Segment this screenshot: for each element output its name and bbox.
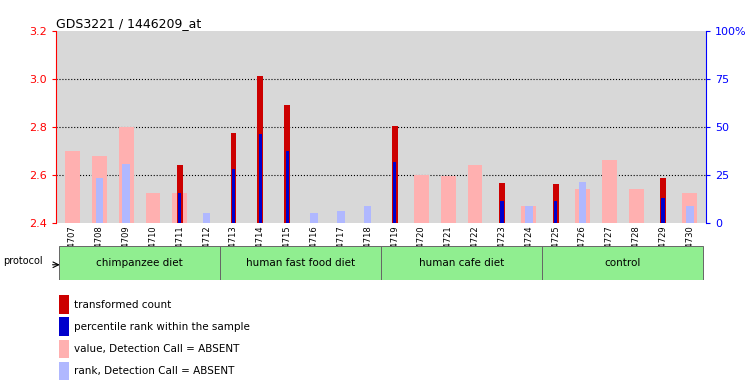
Bar (683, 193, 697, 223)
Bar (414, 175, 429, 223)
Bar (521, 206, 536, 223)
Bar (146, 193, 161, 223)
Bar (468, 165, 482, 223)
Bar (258, 76, 264, 223)
Bar (59, 295, 68, 314)
Bar (575, 189, 590, 223)
Bar (231, 133, 237, 223)
Bar (59, 318, 68, 336)
Bar (285, 151, 289, 223)
Bar (686, 206, 694, 223)
Bar (629, 189, 644, 223)
Bar (525, 206, 532, 223)
Bar (176, 165, 182, 223)
Text: transformed count: transformed count (74, 300, 171, 310)
Bar (173, 193, 187, 223)
Bar (499, 183, 505, 223)
Bar (337, 211, 345, 223)
Bar (391, 126, 397, 223)
Bar (393, 162, 397, 223)
Text: control: control (605, 258, 641, 268)
Bar (542, 247, 703, 280)
Bar (122, 164, 130, 223)
Bar (662, 197, 665, 223)
Bar (178, 193, 182, 223)
Bar (660, 178, 666, 223)
Text: value, Detection Call = ABSENT: value, Detection Call = ABSENT (74, 344, 240, 354)
Text: chimpanzee diet: chimpanzee diet (96, 258, 183, 268)
Bar (92, 156, 107, 223)
Bar (500, 201, 503, 223)
Text: rank, Detection Call = ABSENT: rank, Detection Call = ABSENT (74, 366, 234, 376)
Bar (579, 182, 587, 223)
Bar (602, 161, 617, 223)
Bar (381, 247, 542, 280)
Bar (259, 134, 262, 223)
Bar (59, 247, 220, 280)
Bar (95, 178, 103, 223)
Bar (59, 339, 68, 358)
Bar (554, 201, 557, 223)
Bar (364, 206, 372, 223)
Bar (310, 213, 318, 223)
Bar (220, 247, 381, 280)
Bar (59, 362, 68, 380)
Text: GDS3221 / 1446209_at: GDS3221 / 1446209_at (56, 17, 201, 30)
Text: percentile rank within the sample: percentile rank within the sample (74, 322, 250, 332)
Bar (119, 127, 134, 223)
Text: human cafe diet: human cafe diet (419, 258, 504, 268)
Bar (203, 213, 210, 223)
Text: protocol: protocol (3, 256, 43, 266)
Text: human fast food diet: human fast food diet (246, 258, 355, 268)
Bar (441, 176, 456, 223)
Bar (553, 184, 559, 223)
Bar (232, 169, 235, 223)
Bar (65, 151, 80, 223)
Bar (284, 105, 290, 223)
